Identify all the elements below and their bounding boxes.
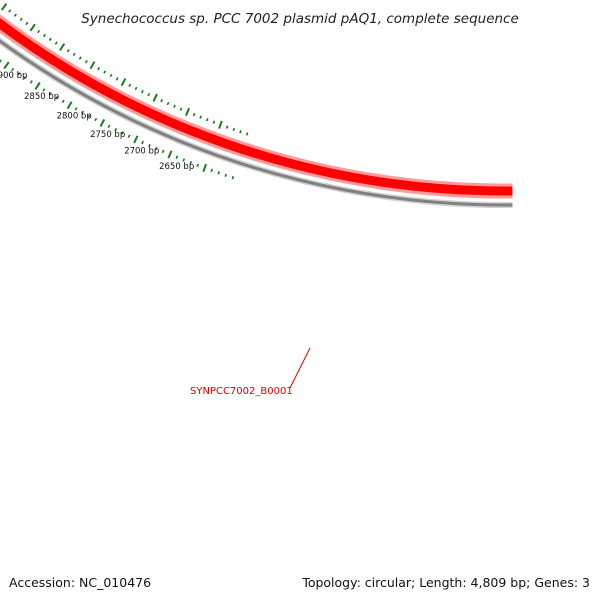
minor-tick <box>23 76 27 80</box>
major-tick <box>0 2 8 11</box>
minor-tick <box>147 92 151 97</box>
tick-label: 2700 bp <box>124 147 159 157</box>
minor-tick <box>109 73 113 78</box>
major-tick <box>133 135 139 144</box>
minor-tick <box>74 107 78 111</box>
minor-tick <box>13 13 17 17</box>
minor-tick <box>225 125 229 129</box>
minor-tick <box>103 70 107 74</box>
minor-tick <box>224 173 228 177</box>
minor-tick <box>87 114 91 118</box>
tick-marks <box>0 1 249 180</box>
summary-text: Topology: circular; Length: 4,809 bp; Ge… <box>301 575 590 590</box>
minor-tick <box>231 175 235 180</box>
minor-tick <box>17 72 21 76</box>
minor-tick <box>189 161 193 165</box>
minor-tick <box>8 9 12 13</box>
minor-tick <box>239 130 242 134</box>
minor-tick <box>78 56 82 60</box>
minor-tick <box>48 92 52 96</box>
minor-tick <box>25 21 29 26</box>
gene-glow <box>0 14 513 199</box>
minor-tick <box>160 98 163 103</box>
minor-tick <box>42 88 46 92</box>
minor-tick <box>212 120 216 124</box>
minor-tick <box>29 80 33 84</box>
minor-tick <box>81 110 85 115</box>
minor-tick <box>182 158 186 162</box>
gene-label[interactable]: SYNPCC7002_B0001 <box>190 386 293 397</box>
minor-tick <box>175 155 179 159</box>
minor-tick <box>66 49 70 53</box>
tick-label: 2650 bp <box>159 162 194 172</box>
minor-tick <box>199 115 202 119</box>
minor-tick <box>161 149 165 154</box>
minor-tick <box>196 163 199 167</box>
gene-label-leader <box>289 347 311 389</box>
minor-tick <box>210 168 213 173</box>
minor-tick <box>54 41 58 45</box>
minor-tick <box>154 146 158 151</box>
minor-tick <box>245 132 249 136</box>
major-tick <box>185 107 191 116</box>
major-tick <box>89 61 96 70</box>
major-tick <box>120 78 127 87</box>
minor-tick <box>94 117 98 122</box>
backbone-glow <box>0 37 513 209</box>
minor-tick <box>84 60 88 64</box>
minor-tick <box>55 95 59 100</box>
plasmid-backbone <box>0 39 513 207</box>
minor-tick <box>217 171 220 175</box>
tick-label: 2750 bp <box>90 130 125 140</box>
minor-tick <box>107 124 111 129</box>
minor-tick <box>179 107 183 111</box>
minor-tick <box>232 127 236 132</box>
minor-tick <box>48 37 52 42</box>
minor-tick <box>166 101 170 106</box>
minor-tick <box>61 99 65 104</box>
minor-tick <box>11 67 15 72</box>
minor-tick <box>37 29 41 34</box>
gene-arrow-synpcc7002-b0001[interactable] <box>0 3 513 196</box>
major-tick <box>202 163 208 173</box>
minor-tick <box>134 86 138 91</box>
major-tick <box>218 120 223 129</box>
minor-tick <box>173 104 176 109</box>
minor-tick <box>120 131 124 135</box>
major-tick <box>99 118 106 127</box>
minor-tick <box>141 140 144 145</box>
minor-tick <box>192 112 196 117</box>
minor-tick <box>97 67 101 71</box>
minor-tick <box>128 83 132 88</box>
major-tick <box>152 93 158 102</box>
minor-tick <box>205 118 209 122</box>
tick-label: 2800 bp <box>57 112 92 122</box>
major-tick <box>59 43 66 51</box>
major-tick <box>167 150 173 159</box>
map-title: Synechococcus sp. PCC 7002 plasmid pAQ1,… <box>81 11 519 27</box>
minor-tick <box>0 59 2 63</box>
tick-label: 2850 bp <box>24 92 59 102</box>
minor-tick <box>42 33 46 38</box>
major-tick <box>29 23 36 32</box>
major-tick <box>34 81 41 90</box>
minor-tick <box>141 89 144 94</box>
minor-tick <box>127 134 131 138</box>
minor-tick <box>72 52 76 57</box>
major-tick <box>66 101 73 110</box>
tick-label: 2900 bp <box>0 71 27 81</box>
minor-tick <box>114 128 118 132</box>
minor-tick <box>115 77 119 81</box>
major-tick <box>3 61 10 70</box>
minor-tick <box>148 143 151 148</box>
minor-tick <box>19 17 23 22</box>
accession-text: Accession: NC_010476 <box>9 575 151 590</box>
